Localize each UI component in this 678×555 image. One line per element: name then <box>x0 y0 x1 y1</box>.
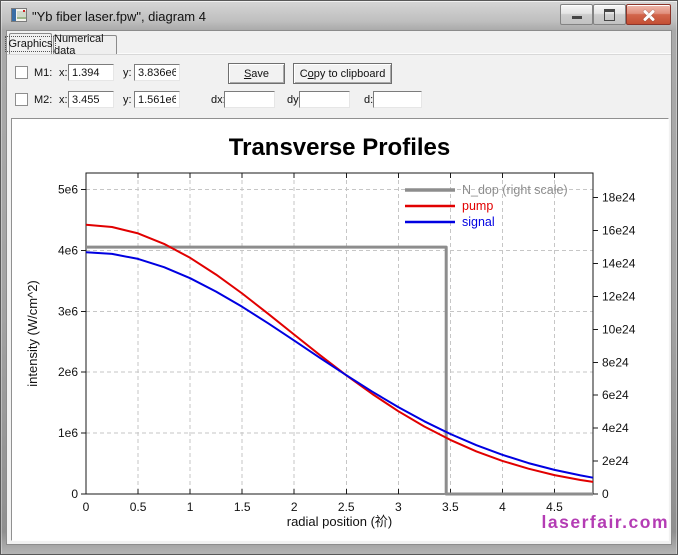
m1-x-input[interactable] <box>68 64 114 81</box>
x-tick-label: 0.5 <box>130 500 147 514</box>
d-label: d: <box>364 94 374 106</box>
series-signal <box>85 251 594 479</box>
series-n-dop-right-scale <box>86 245 593 496</box>
y-tick-label-right: 2e24 <box>602 454 629 468</box>
x-tick-label: 4 <box>499 500 506 514</box>
minimize-icon <box>571 16 582 19</box>
x-tick-label: 3 <box>395 500 402 514</box>
chart-title: Transverse Profiles <box>229 134 450 161</box>
m2-x-input[interactable] <box>68 91 114 108</box>
m1-checkbox[interactable] <box>15 66 28 79</box>
y-tick-label-left: 3e6 <box>58 304 78 318</box>
m2-x-label: x: <box>59 94 68 106</box>
tab-numerical-data-label: Numerical data <box>54 33 104 57</box>
x-tick-label: 2.5 <box>338 500 355 514</box>
watermark: laserfair.com <box>542 512 668 532</box>
y-tick-label-right: 12e24 <box>602 289 636 303</box>
x-tick-label: 4.5 <box>546 500 563 514</box>
tab-graphics-label: Graphics <box>5 36 56 52</box>
y-tick-label-left: 4e6 <box>58 243 78 257</box>
y-tick-label-left: 2e6 <box>58 365 78 379</box>
series-pump <box>85 223 594 483</box>
tab-graphics[interactable]: Graphics <box>5 33 56 54</box>
y-tick-label-right: 18e24 <box>602 191 636 205</box>
maximize-button[interactable] <box>593 4 626 25</box>
m1-x-label: x: <box>59 67 68 79</box>
chart-panel: 0 0.5 1 1.5 2 2.5 3 3.5 4 4.5 0 1e6 2e6 3e6 4e6 5e6 0 2e2… <box>11 118 669 541</box>
minimize-button[interactable] <box>560 4 593 25</box>
x-tick-label: 2 <box>291 500 298 514</box>
window-title: "Yb fiber laser.fpw", diagram 4 <box>32 9 206 24</box>
y-tick-label-left: 0 <box>71 487 78 501</box>
x-tick-label: 0 <box>83 500 90 514</box>
dx-label: dx: <box>211 94 226 106</box>
m2-y-label: y: <box>123 94 132 106</box>
copy-to-clipboard-button[interactable]: Copy to clipboard <box>293 63 392 84</box>
x-tick-label: 1.5 <box>234 500 251 514</box>
m1-y-label: y: <box>123 67 132 79</box>
y-tick-label-right: 0 <box>602 487 609 501</box>
titlebar[interactable]: "Yb fiber laser.fpw", diagram 4 <box>2 2 676 30</box>
y-tick-label-right: 14e24 <box>602 257 636 271</box>
m2-y-input[interactable] <box>134 91 180 108</box>
legend-label: pump <box>462 199 493 213</box>
legend-label: signal <box>462 215 495 229</box>
tab-numerical-data[interactable]: Numerical data <box>53 33 117 57</box>
tab-page-edge <box>7 53 671 55</box>
m1-y-input[interactable] <box>134 64 180 81</box>
close-button[interactable] <box>626 4 671 25</box>
y-tick-label-right: 6e24 <box>602 388 629 402</box>
chart[interactable]: 0 0.5 1 1.5 2 2.5 3 3.5 4 4.5 0 1e6 2e6 3e6 4e6 5e6 0 2e2… <box>12 119 668 540</box>
x-tick-label: 1 <box>187 500 194 514</box>
m1-label: M1: <box>34 67 53 79</box>
client-area: Graphics Numerical data M1: x: y: Save C… <box>5 30 672 545</box>
y-tick-label-left: 1e6 <box>58 426 78 440</box>
y-tick-label-right: 4e24 <box>602 421 629 435</box>
m2-checkbox[interactable] <box>15 93 28 106</box>
maximize-icon <box>604 8 615 21</box>
dy-label: dy: <box>287 94 302 106</box>
x-axis-label: radial position (祄) <box>287 514 393 529</box>
dx-input[interactable] <box>224 91 275 108</box>
y-tick-label-left: 5e6 <box>58 182 78 196</box>
y-axis-label: intensity (W/cm^2) <box>25 280 40 387</box>
app-icon <box>11 8 27 22</box>
save-button[interactable]: Save <box>228 63 285 84</box>
m2-label: M2: <box>34 94 53 106</box>
plot-frame <box>85 172 594 495</box>
y-tick-label-right: 16e24 <box>602 224 636 238</box>
dy-input[interactable] <box>299 91 350 108</box>
close-icon <box>642 8 656 22</box>
x-tick-label: 3.5 <box>442 500 459 514</box>
y-tick-label-right: 10e24 <box>602 322 636 336</box>
y-tick-label-right: 8e24 <box>602 355 629 369</box>
d-input[interactable] <box>373 91 422 108</box>
legend-label: N_dop (right scale) <box>462 183 568 197</box>
